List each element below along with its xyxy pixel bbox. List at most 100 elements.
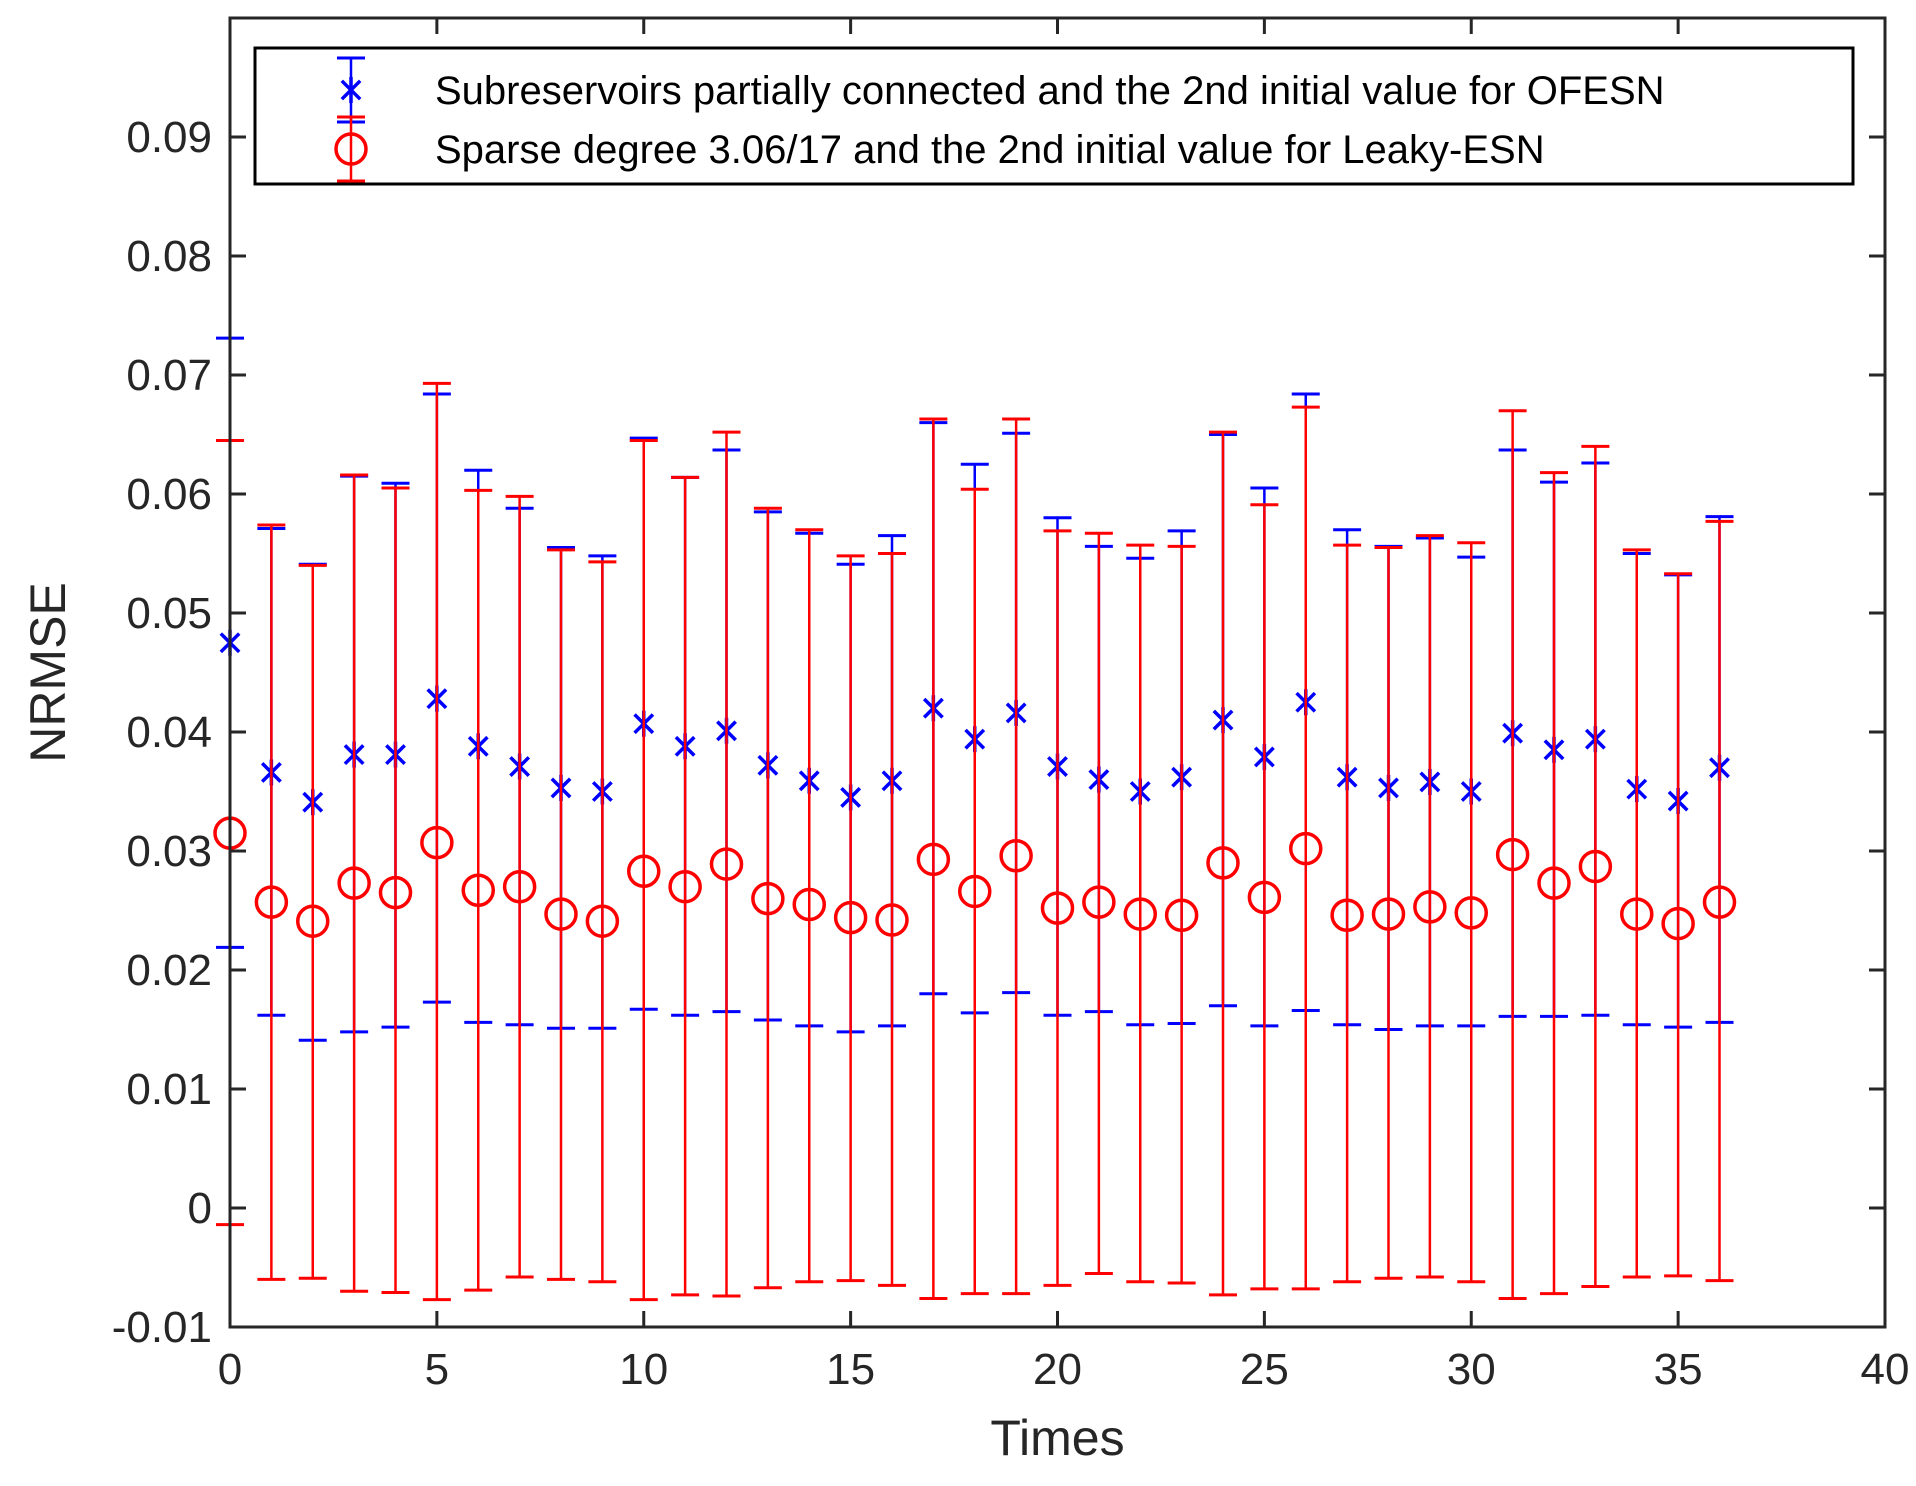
- circle-marker: [1247, 880, 1282, 915]
- y-tick-label: 0: [188, 1184, 212, 1233]
- leaky-esn-point: [420, 381, 454, 1302]
- leaky-esn-point: [1247, 503, 1282, 1291]
- leaky-esn-point: [1040, 529, 1075, 1287]
- legend-entry-ofesn: Subreservoirs partially connected and th…: [337, 56, 1665, 124]
- circle-marker: [502, 869, 537, 904]
- legend-asterisk: [340, 77, 362, 103]
- leaky-esn-point: [1082, 531, 1116, 1275]
- legend-entry-leaky-esn: Sparse degree 3.06/17 and the 2nd initia…: [334, 115, 1545, 183]
- circle-marker: [875, 903, 909, 937]
- plot-frame: [228, 16, 1887, 1329]
- x-tick-label: 10: [619, 1345, 668, 1394]
- circle-marker: [958, 874, 992, 909]
- circle-marker: [1206, 846, 1240, 880]
- x-tick-label: 20: [1033, 1345, 1082, 1394]
- circle-marker: [254, 885, 289, 919]
- leaky-esn-point: [1454, 541, 1488, 1284]
- circle-marker: [585, 904, 620, 938]
- circle-marker: [420, 825, 454, 860]
- leaky-esn-point: [1371, 546, 1406, 1280]
- circle-marker: [833, 900, 868, 935]
- legend-label-leaky-esn: Sparse degree 3.06/17 and the 2nd initia…: [435, 128, 1545, 172]
- leaky-esn-point: [668, 475, 702, 1297]
- leaky-esn-point: [1661, 572, 1695, 1278]
- leaky-esn-point: [1206, 430, 1240, 1297]
- circle-marker: [916, 842, 951, 877]
- x-tick-label: 0: [218, 1345, 242, 1394]
- circle-marker: [1578, 849, 1613, 884]
- legend-label-ofesn: Subreservoirs partially connected and th…: [435, 69, 1665, 113]
- x-tick-label: 35: [1654, 1345, 1703, 1394]
- legend-circle: [334, 132, 368, 166]
- series-layer: [213, 336, 1737, 1302]
- y-tick-label: 0.07: [126, 351, 212, 400]
- y-tick-label: 0.05: [126, 589, 212, 638]
- leaky-esn-point: [999, 417, 1033, 1296]
- leaky-esn-point: [627, 438, 661, 1302]
- circle-marker: [1371, 897, 1406, 931]
- leaky-esn-point: [296, 563, 330, 1280]
- leaky-esn-point: [378, 486, 413, 1294]
- circle-marker: [461, 873, 495, 908]
- circle-marker: [668, 869, 702, 904]
- circle-marker: [1537, 866, 1571, 900]
- series-leaky-esn: [213, 381, 1737, 1302]
- leaky-esn-point: [1495, 409, 1530, 1300]
- leaky-esn-point: [337, 473, 371, 1293]
- leaky-esn-point: [751, 506, 785, 1290]
- leaky-esn-point: [254, 523, 289, 1281]
- leaky-esn-point: [1578, 444, 1613, 1289]
- circle-marker: [1495, 837, 1530, 872]
- circle-marker: [709, 847, 744, 881]
- leaky-esn-point: [1413, 534, 1447, 1279]
- leaky-esn-point: [792, 528, 826, 1284]
- x-tick-label: 15: [826, 1345, 875, 1394]
- leaky-esn-point: [1537, 471, 1571, 1296]
- legend-circle-marker: [334, 115, 368, 183]
- circle-marker: [337, 866, 371, 900]
- leaky-esn-point: [502, 494, 537, 1279]
- leaky-esn-point: [916, 417, 951, 1300]
- leaky-esn-point: [833, 554, 868, 1283]
- y-tick-label: 0.03: [126, 827, 212, 876]
- x-axis-label: Times: [990, 1410, 1124, 1466]
- circle-marker: [1454, 896, 1488, 930]
- circle-marker: [544, 897, 578, 931]
- circle-marker: [999, 839, 1033, 873]
- circle-marker: [296, 904, 330, 938]
- leaky-esn-point: [461, 488, 495, 1292]
- leaky-esn-point: [544, 548, 578, 1281]
- circle-marker: [751, 881, 785, 916]
- circle-marker: [1702, 885, 1737, 919]
- leaky-esn-point: [1123, 543, 1157, 1284]
- asterisk-stroke: [340, 79, 362, 101]
- circle-marker: [1620, 897, 1654, 931]
- leaky-esn-point: [875, 552, 909, 1287]
- circle-marker: [1040, 891, 1075, 925]
- leaky-esn-point: [709, 430, 744, 1298]
- leaky-esn-point: [1702, 519, 1737, 1283]
- y-tick-label: 0.09: [126, 113, 212, 162]
- circle-marker: [378, 875, 413, 910]
- y-tick-label: 0.08: [126, 232, 212, 281]
- circle-marker: [792, 887, 826, 922]
- x-tick-label: 40: [1861, 1345, 1910, 1394]
- axis-ticks: 0 5 10 15 20 25 30 35 40-0.0100.010.020.030.040.…: [112, 18, 1910, 1394]
- leaky-esn-point: [1164, 544, 1199, 1285]
- circle-marker: [1661, 906, 1695, 941]
- y-axis-label: NRMSE: [20, 582, 76, 763]
- legend: Subreservoirs partially connected and th…: [253, 46, 1855, 186]
- circle-marker: [1289, 831, 1323, 866]
- circle-marker: [1123, 897, 1157, 931]
- leaky-esn-point: [1289, 405, 1323, 1291]
- y-tick-label: 0.02: [126, 946, 212, 995]
- circle-marker: [1330, 898, 1364, 933]
- circle-marker: [627, 854, 661, 888]
- y-tick-label: 0.06: [126, 470, 212, 519]
- y-tick-label: 0.01: [126, 1065, 212, 1114]
- x-tick-label: 5: [425, 1345, 449, 1394]
- leaky-esn-point: [585, 560, 620, 1284]
- y-tick-label: 0.04: [126, 708, 212, 757]
